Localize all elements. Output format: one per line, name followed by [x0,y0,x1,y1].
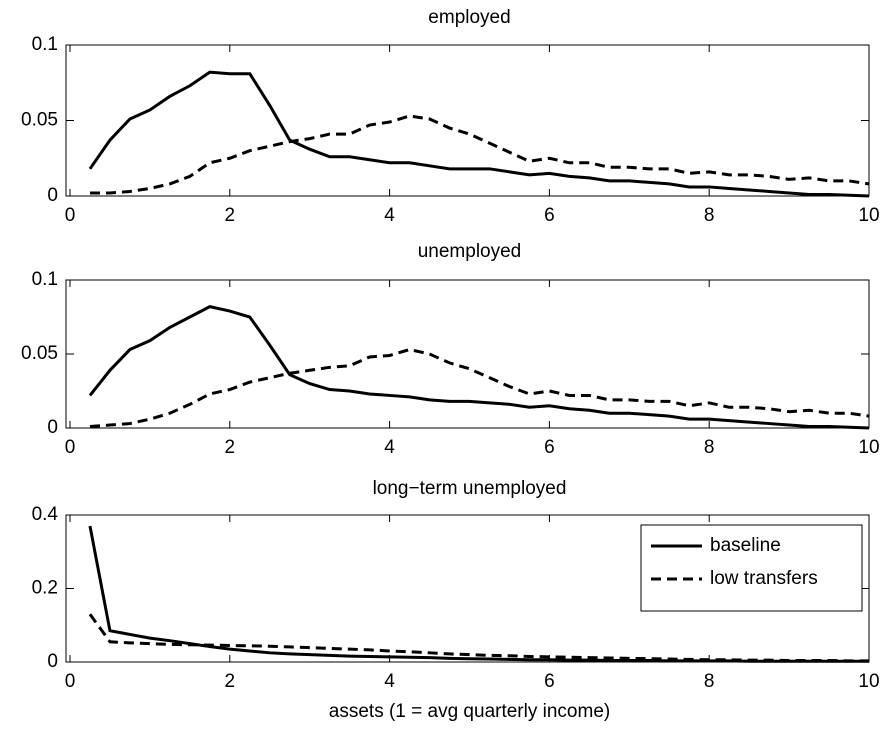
data-line [88,70,870,198]
chart-title: unemployed [418,241,522,262]
legend-label: baseline [710,535,781,556]
x-tick-label: 8 [704,437,715,458]
x-tick-label: 2 [225,205,236,226]
x-tick-label: 4 [384,437,395,458]
x-tick-label: 4 [384,205,395,226]
y-tick-label: 0.1 [32,269,58,290]
x-tick-label: 10 [858,671,879,692]
x-tick-label: 10 [858,437,879,458]
legend-label: low transfers [710,568,818,589]
x-tick-label: 8 [704,671,715,692]
x-tick-label: 4 [384,671,395,692]
x-tick-label: 2 [225,437,236,458]
y-tick-label: 0 [47,417,58,438]
data-line [88,613,869,663]
data-line [88,305,870,430]
data-line [89,348,870,429]
x-tick-label: 0 [65,671,76,692]
y-tick-label: 0.4 [32,504,59,525]
x-tick-label: 6 [544,205,555,226]
x-tick-label: 8 [704,205,715,226]
x-tick-label: 6 [544,437,555,458]
x-tick-label: 0 [65,437,76,458]
x-tick-label: 0 [65,205,76,226]
chart-title: employed [428,7,510,28]
x-tick-label: 2 [225,671,236,692]
y-tick-label: 0.05 [21,110,58,131]
x-tick-label: 6 [544,671,555,692]
data-line [89,114,870,195]
y-tick-label: 0 [47,651,58,672]
y-tick-label: 0.2 [32,578,58,599]
y-tick-label: 0.1 [32,34,58,55]
y-tick-label: 0 [47,185,58,206]
chart-title: long−term unemployed [373,478,567,499]
x-tick-label: 10 [858,205,879,226]
legend-box [640,524,863,612]
y-tick-label: 0.05 [21,343,58,364]
axes-box [65,44,870,197]
x-axis-label: assets (1 = avg quarterly income) [329,701,610,722]
